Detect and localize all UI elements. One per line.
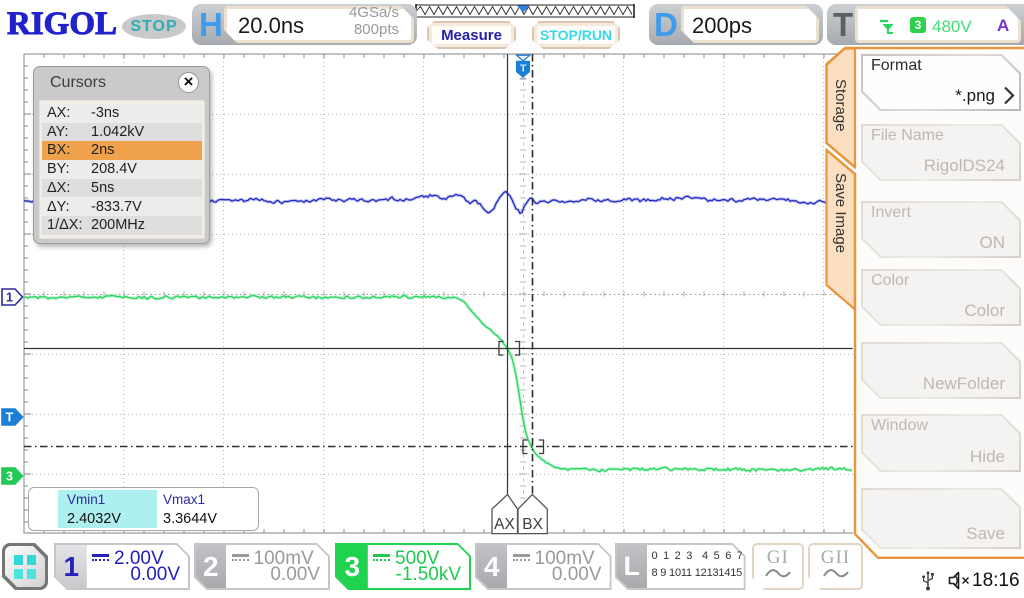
svg-text:3: 3 <box>6 470 13 484</box>
svg-text:AX: AX <box>494 516 515 533</box>
svg-text:1: 1 <box>6 291 13 305</box>
svg-text:T: T <box>6 411 14 425</box>
svg-text:T: T <box>520 63 527 75</box>
svg-text:BX: BX <box>522 516 543 533</box>
